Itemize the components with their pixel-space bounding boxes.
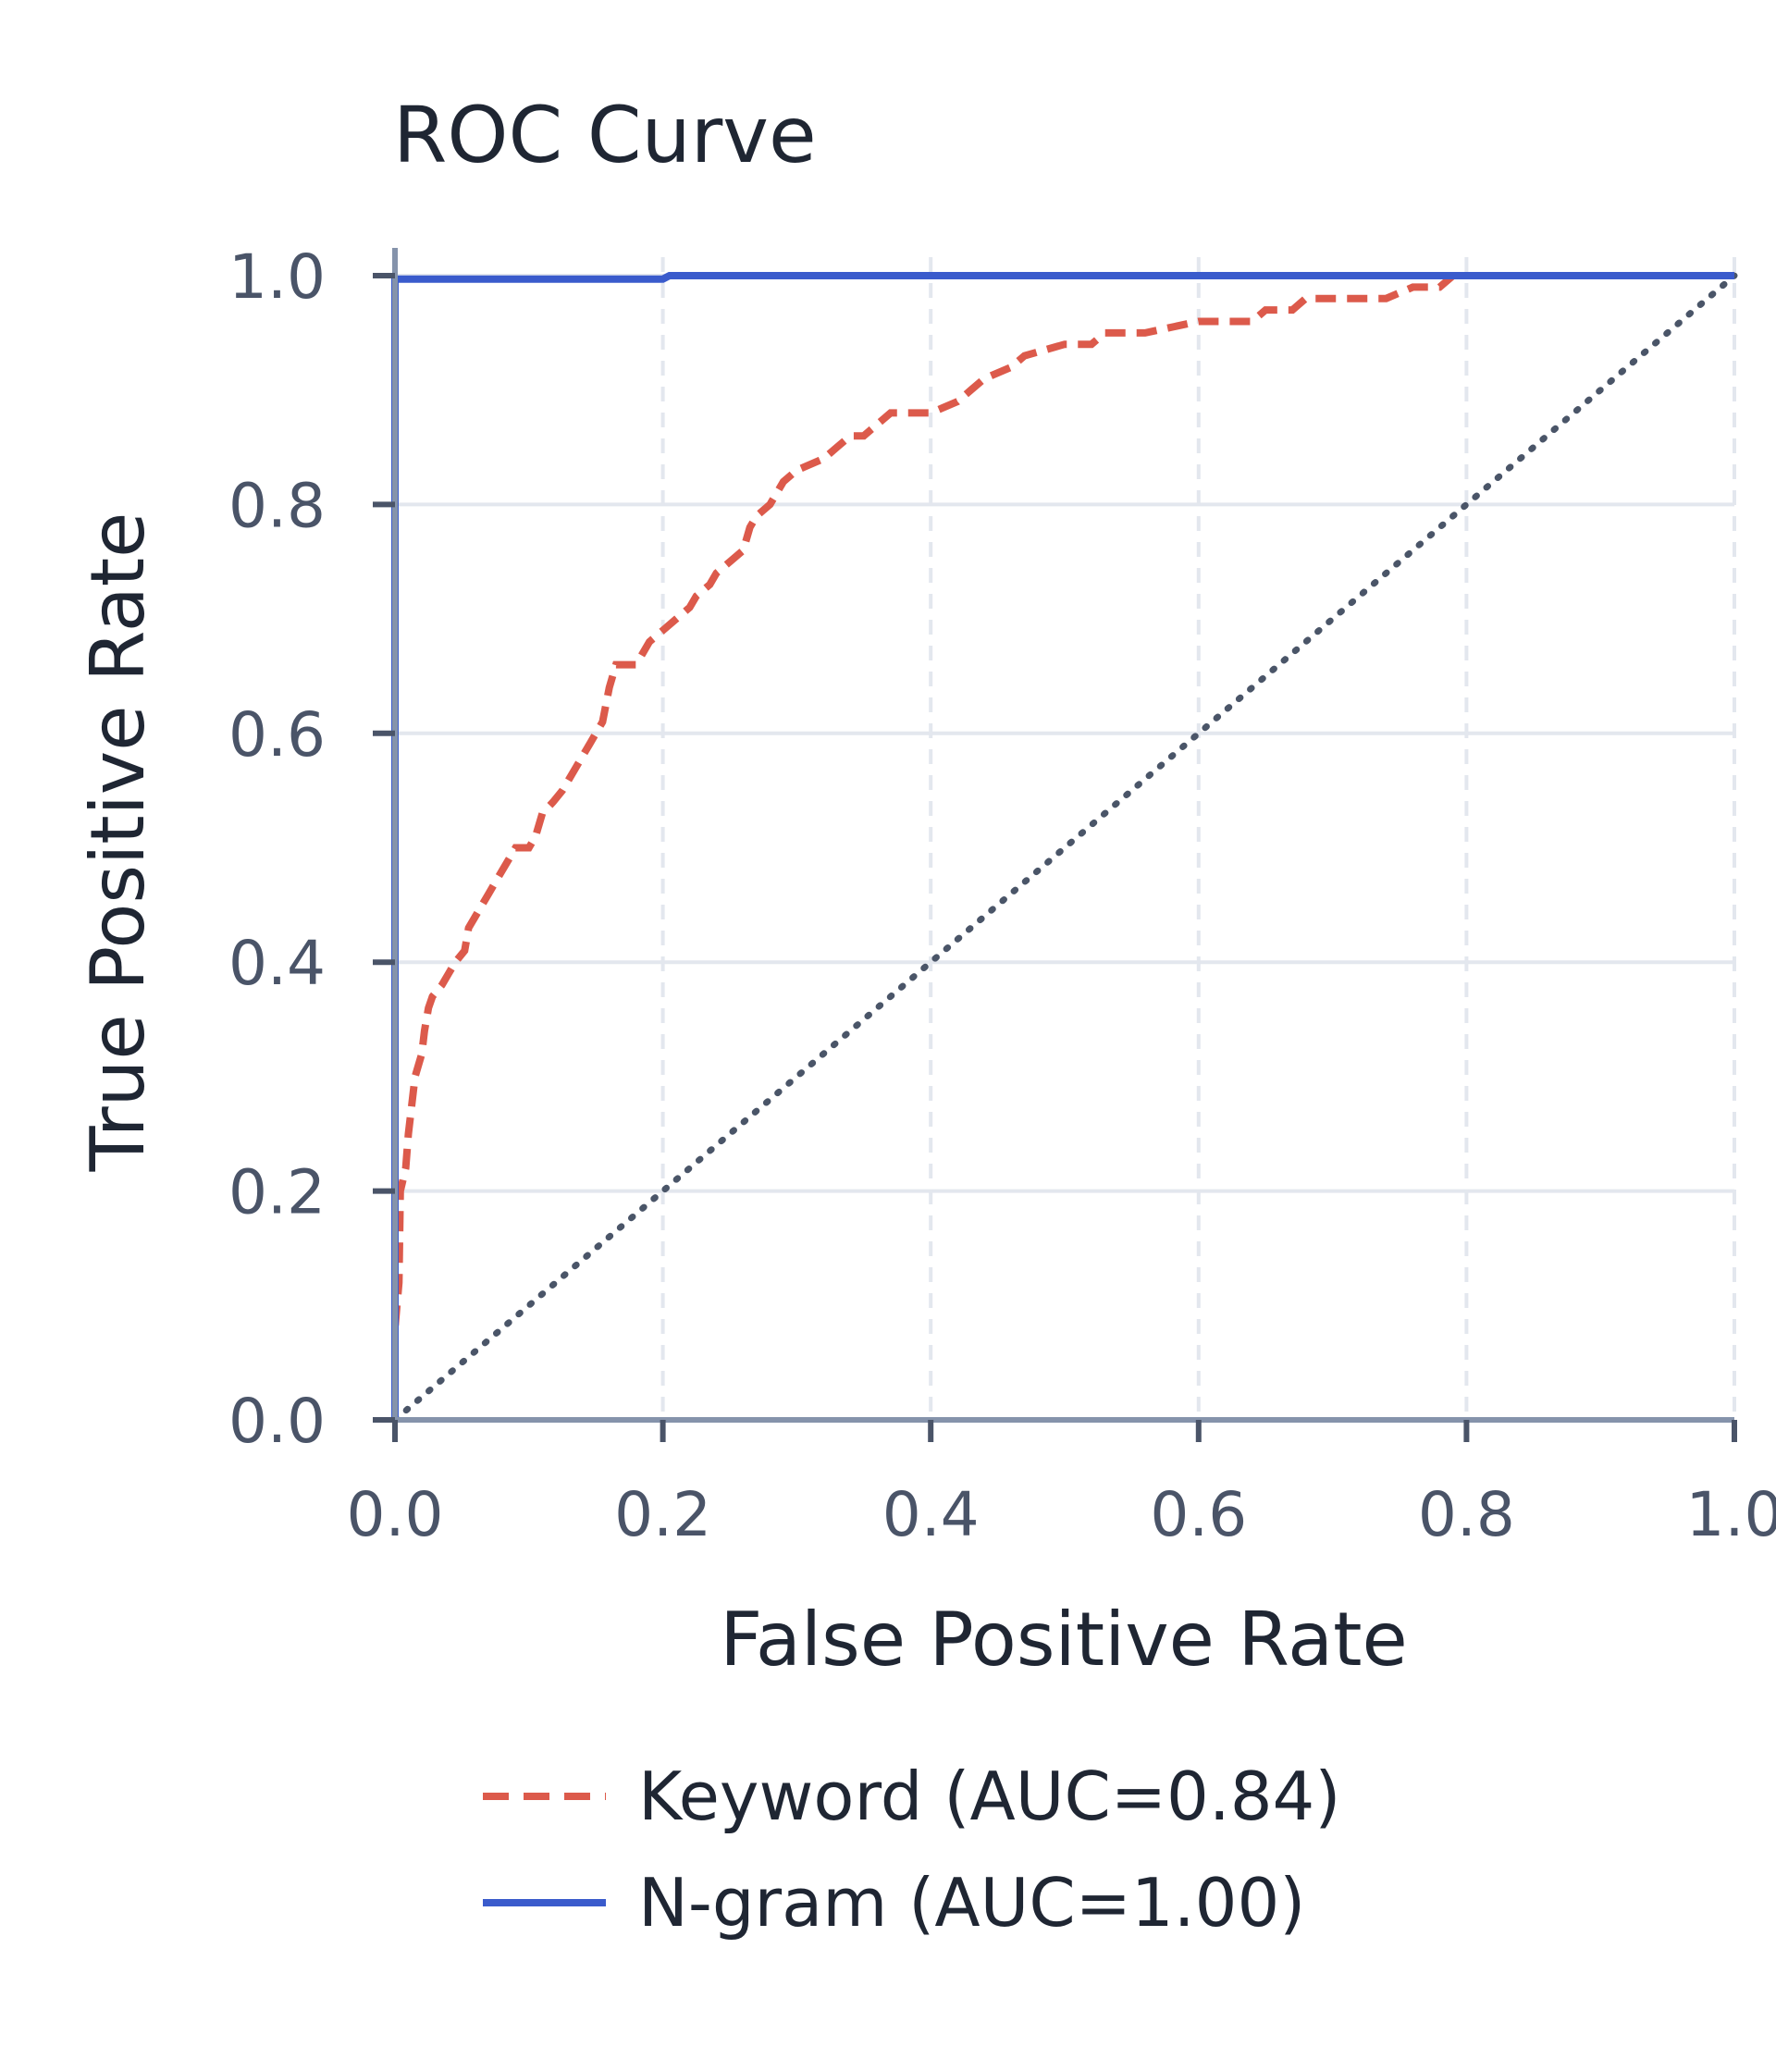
series-line-keyword — [391, 272, 1734, 1420]
y-tick-label: 0.0 — [228, 1386, 326, 1457]
y-tick-label: 1.0 — [228, 241, 326, 313]
tick-labels: 0.0 0.2 0.4 0.6 0.8 1.0 0.0 0.2 0.4 0.6 0.8 1.0 — [228, 241, 1776, 1550]
y-tick-label: 0.4 — [228, 928, 326, 999]
x-tick-label: 0.0 — [347, 1479, 444, 1550]
reference-diagonal — [391, 272, 1738, 1424]
x-tick-label: 1.0 — [1686, 1479, 1776, 1550]
legend-label-keyword: Keyword (AUC=0.84) — [638, 1758, 1340, 1835]
y-axis-label: True Positive Rate — [75, 512, 161, 1173]
y-tick-label: 0.2 — [228, 1157, 326, 1228]
y-tick-label: 0.6 — [228, 699, 326, 771]
legend-label-ngram: N-gram (AUC=1.00) — [638, 1864, 1305, 1942]
x-tick-label: 0.4 — [882, 1479, 980, 1550]
x-tick-label: 0.2 — [614, 1479, 711, 1550]
x-tick-label: 0.8 — [1418, 1479, 1515, 1550]
legend: Keyword (AUC=0.84) N-gram (AUC=1.00) — [483, 1758, 1340, 1942]
axes — [373, 248, 1737, 1442]
y-tick-label: 0.8 — [228, 470, 326, 541]
x-tick-label: 0.6 — [1150, 1479, 1247, 1550]
reference-line-layer — [391, 272, 1738, 1424]
x-axis-label: False Positive Rate — [720, 1597, 1408, 1683]
chart-title: ROC Curve — [393, 90, 817, 180]
